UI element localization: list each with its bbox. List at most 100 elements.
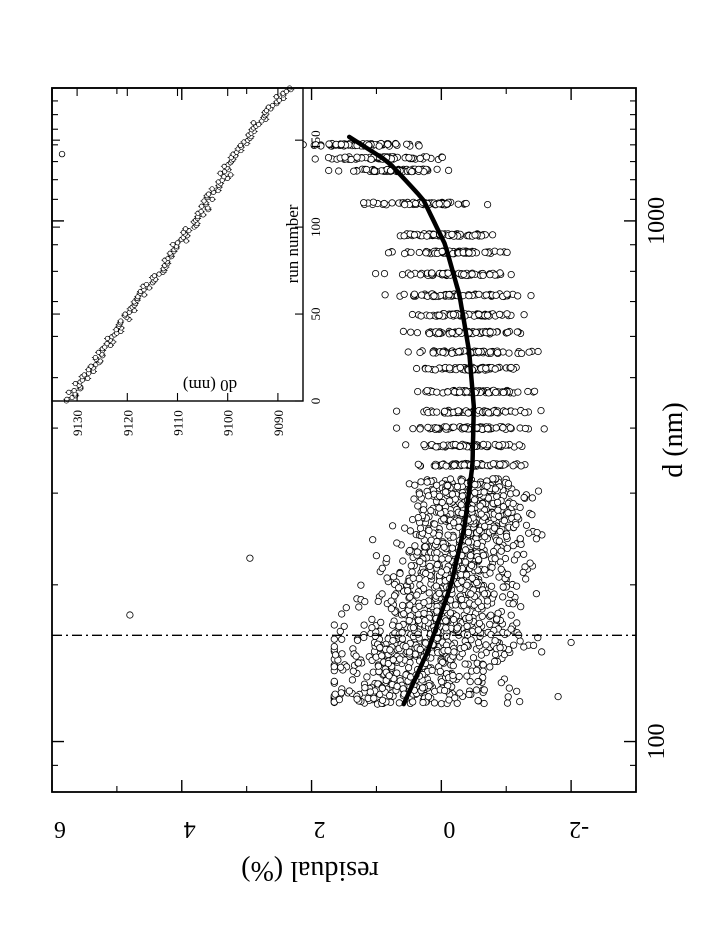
data-point — [433, 388, 441, 396]
data-point — [464, 528, 472, 537]
inset-y-tick-label: 9090 — [271, 410, 286, 436]
data-point — [496, 558, 504, 566]
data-point — [366, 688, 374, 696]
data-point — [521, 424, 530, 433]
inset-data-point — [71, 388, 77, 394]
data-point — [516, 503, 524, 511]
data-point — [454, 407, 462, 415]
data-point — [477, 510, 485, 518]
data-point — [497, 547, 505, 555]
data-point — [497, 565, 505, 573]
data-point — [512, 520, 520, 529]
data-point — [507, 625, 515, 633]
data-point — [337, 663, 345, 671]
data-point — [491, 485, 499, 493]
data-point — [374, 597, 382, 606]
data-point — [449, 662, 457, 670]
data-point — [440, 686, 449, 695]
data-point — [369, 198, 377, 206]
data-point — [503, 699, 512, 707]
data-point — [410, 495, 418, 503]
data-point — [482, 291, 490, 299]
y-tick-label: 0 — [443, 816, 455, 842]
data-point — [384, 140, 392, 148]
inset-data-point — [143, 281, 150, 288]
data-point — [338, 650, 346, 658]
data-point — [405, 616, 413, 625]
data-point — [437, 568, 445, 576]
data-point — [479, 661, 487, 669]
data-point — [534, 487, 543, 495]
data-point — [455, 327, 463, 335]
data-point — [349, 667, 357, 675]
data-point — [353, 695, 361, 703]
y-tick-label: 4 — [184, 816, 196, 842]
data-point — [370, 694, 378, 702]
data-point — [525, 529, 533, 537]
data-point — [503, 290, 511, 298]
inset-data-point — [146, 285, 152, 291]
data-point — [509, 542, 517, 550]
data-point — [504, 328, 512, 336]
data-point — [439, 441, 447, 449]
data-point — [400, 290, 408, 298]
inset-data-point — [276, 97, 282, 103]
data-point — [502, 532, 511, 540]
data-point — [433, 561, 441, 569]
fit-curve-group — [346, 134, 477, 707]
inset-data-point — [198, 208, 204, 215]
data-point — [475, 290, 483, 298]
inset-data-point — [237, 142, 244, 148]
data-point — [442, 462, 450, 470]
data-point — [360, 199, 368, 207]
data-point — [457, 501, 465, 509]
data-point — [392, 407, 401, 415]
data-point — [361, 597, 369, 606]
data-point — [407, 271, 415, 279]
data-point — [528, 494, 537, 502]
data-point — [392, 140, 400, 148]
data-point — [454, 200, 462, 208]
data-point — [506, 424, 514, 432]
data-point — [517, 349, 526, 357]
data-point — [436, 667, 444, 676]
data-point — [424, 365, 432, 373]
data-point — [488, 231, 497, 239]
data-point — [537, 406, 545, 415]
data-point — [464, 409, 472, 417]
data-point — [462, 571, 471, 579]
data-point — [380, 269, 389, 278]
data-point — [389, 656, 397, 664]
data-point — [405, 648, 413, 656]
y-axis-label: residual (%) — [241, 855, 379, 886]
data-point — [423, 386, 431, 395]
inset-data-point — [66, 389, 72, 395]
data-point — [388, 522, 397, 530]
data-point — [446, 475, 455, 483]
data-point — [533, 528, 541, 537]
y-tick-label: 6 — [54, 816, 66, 842]
data-point — [431, 520, 439, 528]
inset-data-point — [88, 363, 94, 369]
data-point — [348, 676, 356, 684]
data-point — [444, 166, 453, 174]
data-point — [375, 142, 383, 150]
data-point — [464, 538, 473, 546]
data-point — [412, 364, 421, 373]
data-point — [478, 612, 486, 620]
data-point — [480, 686, 488, 694]
data-point — [393, 682, 401, 690]
data-point — [444, 531, 452, 539]
inset-y-tick-label: 9100 — [221, 410, 236, 436]
data-point — [462, 199, 470, 208]
data-point — [433, 481, 441, 489]
data-point — [467, 561, 476, 570]
data-point — [401, 201, 409, 209]
data-point — [515, 441, 523, 449]
data-point — [430, 699, 439, 707]
data-point — [494, 506, 502, 514]
data-point — [526, 559, 534, 567]
data-point — [399, 557, 407, 565]
data-point — [455, 348, 463, 356]
data-point — [525, 348, 533, 356]
